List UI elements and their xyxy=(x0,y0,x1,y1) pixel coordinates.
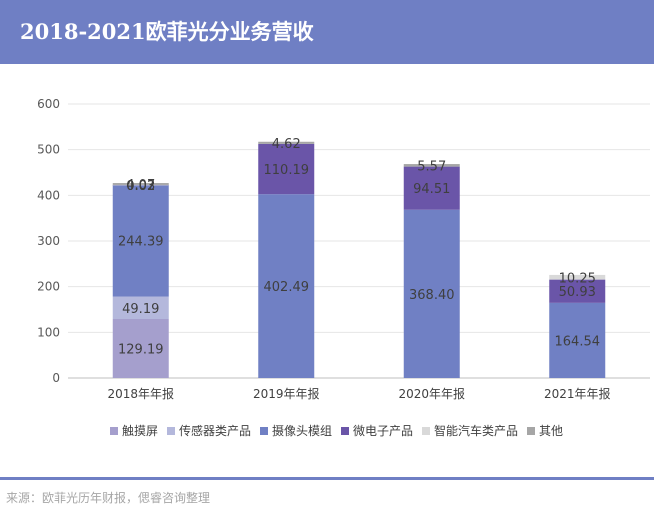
legend-swatch xyxy=(341,427,349,435)
bar-segment xyxy=(112,296,169,320)
y-tick-label: 0 xyxy=(52,371,60,385)
legend-label: 传感器类产品 xyxy=(179,423,251,438)
legend-label: 智能汽车类产品 xyxy=(434,423,518,438)
data-label: 0.03 xyxy=(126,179,155,194)
bar-segment xyxy=(403,164,460,167)
legend-label: 触摸屏 xyxy=(122,424,158,438)
data-label: 368.40 xyxy=(409,288,455,303)
stacked-bar-chart: 0 100 200 300 400 500 600 2018年年报 2019年年报 2020年年报… xyxy=(37,97,650,438)
data-label: 0.02 xyxy=(126,179,155,194)
y-tick-label: 600 xyxy=(37,97,60,111)
bar-segment xyxy=(549,274,606,280)
chart-container: 0 100 200 300 400 500 600 2018年年报 2019年年报 2020年年报… xyxy=(0,64,654,474)
bar-segment xyxy=(549,279,606,303)
data-label: 244.39 xyxy=(118,235,164,250)
legend-swatch xyxy=(260,427,268,435)
bar-segment xyxy=(403,209,460,378)
footer-divider xyxy=(0,477,654,480)
bar-segment xyxy=(549,302,606,378)
bar-segment xyxy=(112,319,169,378)
data-label: 49.19 xyxy=(122,302,159,317)
x-tick-label: 2020年年报 xyxy=(398,386,465,401)
legend-label: 其他 xyxy=(539,424,563,438)
y-tick-label: 100 xyxy=(37,325,60,339)
x-tick-label: 2021年年报 xyxy=(544,386,611,401)
bar-segment xyxy=(112,184,169,297)
source-note: 来源：欧菲光历年财报，偲睿咨询整理 xyxy=(6,491,211,505)
data-label: 4.07 xyxy=(126,178,155,193)
y-tick-label: 200 xyxy=(37,280,60,294)
bar-segment xyxy=(403,166,460,210)
data-label: 94.51 xyxy=(413,182,450,197)
bar-segment xyxy=(112,184,169,186)
bar-segment xyxy=(258,143,315,195)
legend-swatch xyxy=(527,427,535,435)
data-label: 129.19 xyxy=(118,343,164,358)
data-label: 4.62 xyxy=(272,137,301,152)
legend-label: 摄像头模组 xyxy=(272,423,332,438)
legend-swatch xyxy=(167,427,175,435)
legend-swatch xyxy=(110,427,118,435)
bar-segment xyxy=(258,141,315,144)
bar-segment xyxy=(258,194,315,378)
y-tick-label: 500 xyxy=(37,143,60,157)
page-title: 2018-2021欧菲光分业务营收 xyxy=(20,19,314,44)
y-tick-label: 300 xyxy=(37,234,60,248)
data-label: 10.25 xyxy=(559,271,596,286)
legend-swatch xyxy=(422,427,430,435)
x-tick-label: 2019年年报 xyxy=(253,386,320,401)
data-label: 110.19 xyxy=(264,163,310,178)
bar-segment xyxy=(112,183,169,185)
data-label: 5.57 xyxy=(417,159,446,174)
y-tick-label: 400 xyxy=(37,188,60,202)
data-label: 402.49 xyxy=(264,280,310,295)
data-label: 164.54 xyxy=(555,334,601,349)
x-tick-label: 2018年年报 xyxy=(107,386,174,401)
data-label: 50.93 xyxy=(559,285,596,300)
header-bar: 2018-2021欧菲光分业务营收 xyxy=(0,0,654,64)
legend-label: 微电子产品 xyxy=(353,424,413,438)
